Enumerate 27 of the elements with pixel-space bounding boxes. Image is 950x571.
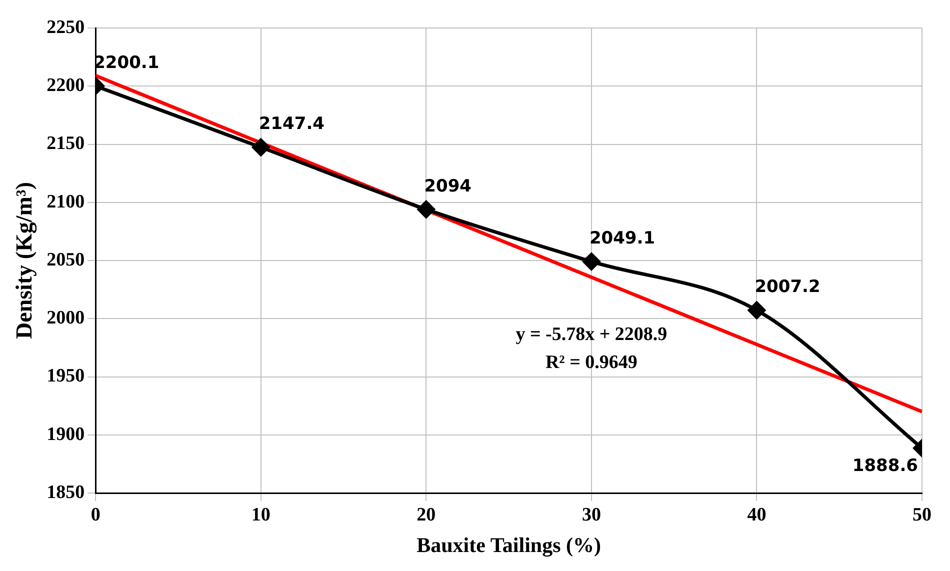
x-tick-label: 40	[747, 504, 766, 526]
annotation: y = -5.78x + 2208.9	[516, 324, 668, 345]
data-label: 1888.6	[852, 456, 918, 476]
y-tick-label: 2150	[46, 133, 85, 154]
x-tick-label: 10	[251, 504, 270, 526]
point	[417, 200, 435, 218]
y-tick-label: 2000	[46, 308, 85, 329]
y-tick-label: 2050	[46, 249, 85, 270]
x-axis-title: Bauxite Tailings (%)	[416, 532, 601, 557]
x-tick-label: 0	[90, 504, 100, 526]
data-label: 2200.1	[94, 52, 160, 73]
data-label: 2147.4	[258, 114, 325, 134]
data-label: 2094	[424, 176, 472, 196]
y-tick-label: 2200	[46, 75, 85, 96]
x-tick-label: 30	[582, 504, 601, 526]
y-tick-label: 2100	[46, 191, 85, 212]
y-tick-label: 1950	[46, 366, 85, 387]
data-label: 2049.1	[589, 228, 656, 248]
y-tick-label: 1850	[46, 482, 85, 503]
x-tick-label: 20	[416, 504, 436, 526]
y-tick-label: 2250	[46, 16, 85, 38]
point	[582, 252, 600, 270]
data-label: 2007.2	[754, 277, 820, 298]
x-tick-label: 50	[912, 504, 932, 526]
y-tick-label: 1900	[46, 424, 85, 445]
y-axis-title: Density (Kg/m³)	[12, 182, 38, 340]
annotation: R² = 0.9649	[545, 352, 638, 373]
